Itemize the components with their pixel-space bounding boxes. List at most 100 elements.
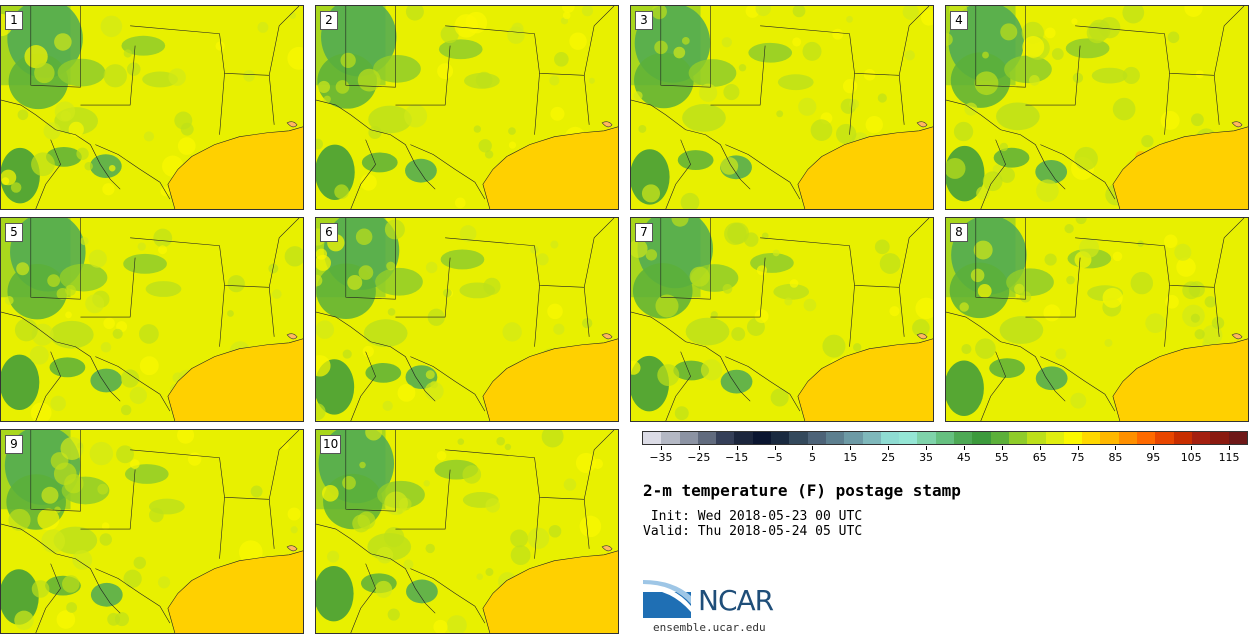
colorbar-segment (899, 432, 918, 444)
colorbar-tick (888, 446, 890, 450)
colorbar-segment (1228, 432, 1247, 444)
colorbar-tick-label: −35 (649, 451, 673, 464)
colorbar-tick-label: 25 (881, 451, 896, 464)
colorbar-tick (774, 446, 776, 450)
colorbar-tick (812, 446, 814, 450)
map-plot (1, 6, 303, 209)
colorbar-tick (660, 446, 662, 450)
figure-title: 2-m temperature (F) postage stamp (643, 481, 961, 500)
colorbar-tick-label: 105 (1180, 451, 1202, 464)
map-panel-3: 3 (630, 5, 934, 210)
map-panel-2: 2 (315, 5, 619, 210)
map-plot (946, 6, 1248, 209)
colorbar-segment (917, 432, 936, 444)
colorbar-segment (880, 432, 900, 444)
colorbar-tick-label: 115 (1218, 451, 1240, 464)
colorbar-tick-label: 5 (808, 451, 816, 464)
map-panel-7: 7 (630, 217, 934, 422)
colorbar-tick-label: 55 (994, 451, 1009, 464)
colorbar-segment (734, 432, 753, 444)
map-plot (631, 6, 933, 209)
map-panel-1: 1 (0, 5, 304, 210)
panel-member-label: 4 (950, 11, 968, 30)
colorbar-tick (963, 446, 965, 450)
colorbar-segment (1063, 432, 1083, 444)
init-time: Init: Wed 2018-05-23 00 UTC (643, 509, 863, 524)
map-plot (316, 6, 618, 209)
colorbar-tick (850, 446, 852, 450)
colorbar-tick-label: 35 (919, 451, 934, 464)
colorbar-segment (1118, 432, 1138, 444)
colorbar-segment (789, 432, 808, 444)
colorbar-segment (1100, 432, 1119, 444)
colorbar-tick-label: 15 (843, 451, 858, 464)
colorbar-segment (1082, 432, 1101, 444)
map-panel-6: 6 (315, 217, 619, 422)
colorbar-segment (862, 432, 881, 444)
colorbar-segment (679, 432, 698, 444)
panel-member-label: 1 (5, 11, 23, 30)
map-plot (1, 218, 303, 421)
colorbar-segment (807, 432, 826, 444)
colorbar-segment (825, 432, 845, 444)
colorbar-tick (1229, 446, 1231, 450)
map-plot (316, 218, 618, 421)
map-panel-5: 5 (0, 217, 304, 422)
valid-time: Valid: Thu 2018-05-24 05 UTC (643, 524, 863, 539)
panel-member-label: 6 (320, 223, 338, 242)
panel-member-label: 5 (5, 223, 23, 242)
colorbar-segment (954, 432, 973, 444)
ncar-logo-text: NCAR (698, 584, 774, 617)
colorbar-tick-labels: −35 −25 −15 −5 5 15 25 35 45 55 65 75 85 95 105 115 (642, 446, 1248, 466)
colorbar-tick-label: 65 (1032, 451, 1047, 464)
colorbar-segment (990, 432, 1009, 444)
map-plot (1, 430, 303, 633)
colorbar-segment (1027, 432, 1046, 444)
panel-member-label: 3 (635, 11, 653, 30)
colorbar-segment (697, 432, 717, 444)
colorbar-tick-label: 75 (1070, 451, 1085, 464)
map-plot (946, 218, 1248, 421)
colorbar-segment (771, 432, 790, 444)
panel-member-label: 2 (320, 11, 338, 30)
colorbar-tick-label: −5 (766, 451, 783, 464)
colorbar-tick (926, 446, 928, 450)
panel-member-label: 8 (950, 223, 968, 242)
site-url[interactable]: ensemble.ucar.edu (653, 621, 766, 634)
map-panel-8: 8 (945, 217, 1249, 422)
colorbar-tick (1001, 446, 1003, 450)
colorbar-segment (844, 432, 863, 444)
temperature-colorbar (642, 431, 1248, 445)
colorbar-segment (1008, 432, 1028, 444)
panel-member-label: 10 (320, 435, 342, 454)
colorbar-tick-label: 85 (1108, 451, 1123, 464)
colorbar-tick (736, 446, 738, 450)
colorbar-tick-label: 95 (1146, 451, 1161, 464)
colorbar-tick-label: −25 (687, 451, 711, 464)
colorbar-tick (1191, 446, 1193, 450)
colorbar-tick (1153, 446, 1155, 450)
colorbar-segment (661, 432, 680, 444)
colorbar-tick (1039, 446, 1041, 450)
colorbar-segment (752, 432, 772, 444)
colorbar-tick-label: 45 (956, 451, 971, 464)
ncar-logo-icon (643, 580, 691, 618)
colorbar-segment (935, 432, 955, 444)
colorbar-tick (1077, 446, 1079, 450)
colorbar-segment (1137, 432, 1156, 444)
panel-member-label: 7 (635, 223, 653, 242)
map-plot (316, 430, 618, 633)
panel-member-label: 9 (5, 435, 23, 454)
colorbar-tick-label: −15 (725, 451, 749, 464)
colorbar-segment (1045, 432, 1064, 444)
colorbar-tick (698, 446, 700, 450)
colorbar-segment (1155, 432, 1174, 444)
map-panel-10: 10 (315, 429, 619, 634)
colorbar-segment (1173, 432, 1192, 444)
colorbar-segment (972, 432, 991, 444)
colorbar-tick (1115, 446, 1117, 450)
map-panel-4: 4 (945, 5, 1249, 210)
map-panel-9: 9 (0, 429, 304, 634)
colorbar-segment (1191, 432, 1211, 444)
colorbar-segment (716, 432, 735, 444)
